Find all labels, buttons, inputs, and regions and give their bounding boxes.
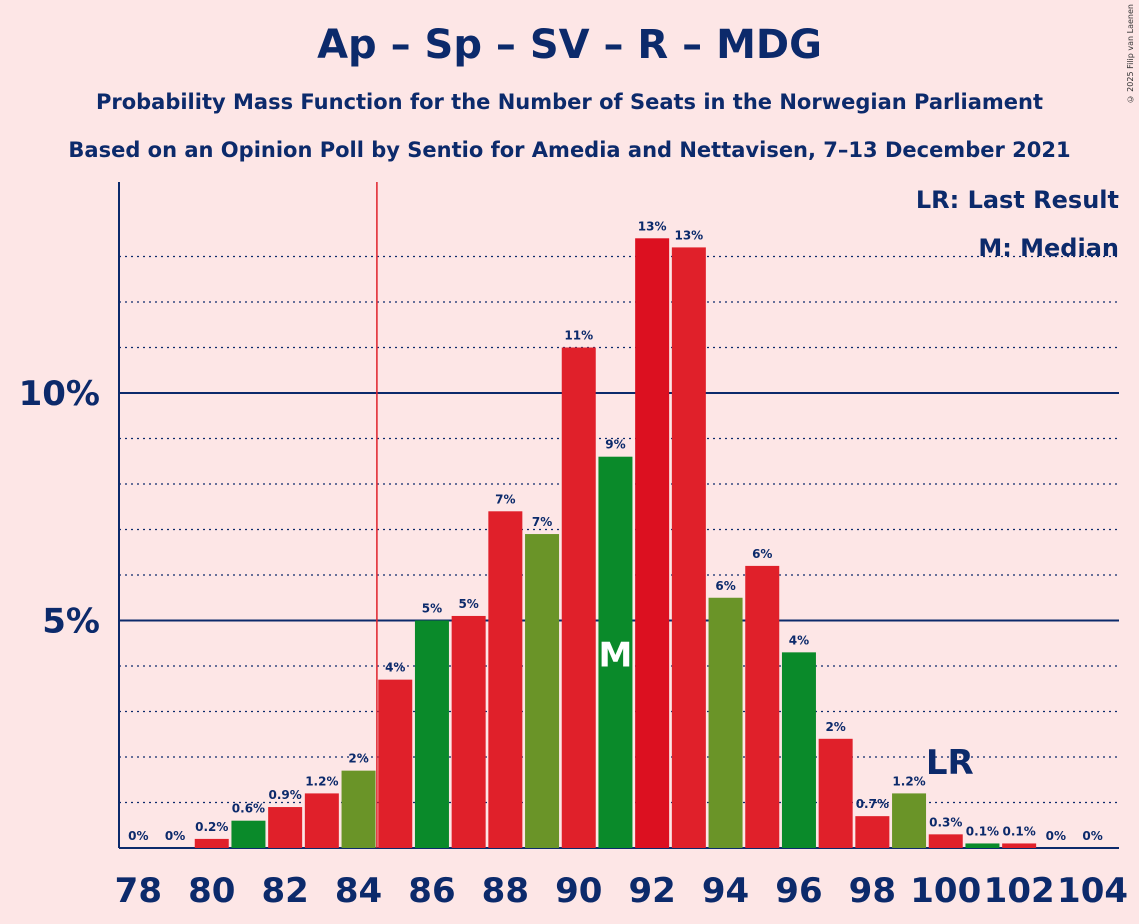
y-tick-label: 10% bbox=[19, 374, 100, 414]
x-tick-label: 96 bbox=[775, 871, 822, 911]
bar bbox=[341, 770, 376, 848]
bar bbox=[745, 565, 780, 848]
bar-value-label: 6% bbox=[715, 579, 735, 593]
bar bbox=[231, 820, 266, 848]
bar bbox=[892, 793, 927, 848]
x-tick-label: 82 bbox=[261, 871, 308, 911]
bar bbox=[818, 738, 853, 848]
bar bbox=[671, 247, 706, 848]
x-tick-label: 80 bbox=[188, 871, 235, 911]
bar-value-label: 5% bbox=[422, 602, 442, 616]
bar bbox=[635, 238, 670, 849]
chart-subtitle-2: Based on an Opinion Poll by Sentio for A… bbox=[68, 138, 1071, 162]
bar-value-label: 0.1% bbox=[966, 824, 999, 838]
bar-value-label: 0.1% bbox=[1003, 824, 1036, 838]
bar bbox=[525, 534, 560, 848]
median-marker: M bbox=[599, 636, 633, 676]
bar bbox=[965, 843, 1000, 848]
bar bbox=[268, 807, 303, 848]
bar bbox=[194, 838, 229, 848]
x-tick-label: 78 bbox=[115, 871, 162, 911]
bar-value-label: 2% bbox=[348, 752, 368, 766]
bar-value-label: 2% bbox=[825, 720, 845, 734]
bar-value-label: 1.2% bbox=[892, 774, 925, 788]
bar-value-label: 0.2% bbox=[195, 820, 228, 834]
bar bbox=[1002, 843, 1037, 848]
bar-value-label: 4% bbox=[385, 661, 405, 675]
x-tick-label: 98 bbox=[849, 871, 896, 911]
bar-value-label: 7% bbox=[532, 515, 552, 529]
bar bbox=[304, 793, 339, 848]
bar bbox=[928, 834, 963, 848]
x-tick-label: 102 bbox=[984, 871, 1055, 911]
x-tick-label: 94 bbox=[702, 871, 749, 911]
bar-value-label: 0% bbox=[1082, 829, 1102, 843]
y-tick-label: 5% bbox=[42, 602, 100, 642]
legend-last-result: LR: Last Result bbox=[915, 186, 1119, 214]
x-tick-label: 84 bbox=[335, 871, 382, 911]
bar bbox=[561, 347, 596, 848]
bar-value-label: 9% bbox=[605, 438, 625, 452]
last-result-marker: LR bbox=[926, 743, 974, 783]
chart-subtitle-1: Probability Mass Function for the Number… bbox=[95, 90, 1044, 114]
bar-value-label: 5% bbox=[458, 597, 478, 611]
bar bbox=[781, 652, 816, 848]
legend-median: M: Median bbox=[978, 234, 1119, 262]
bar-value-label: 0.9% bbox=[269, 788, 302, 802]
bar-value-label: 0% bbox=[128, 829, 148, 843]
x-tick-label: 92 bbox=[628, 871, 675, 911]
bar-value-label: 1.2% bbox=[305, 774, 338, 788]
x-tick-label: 90 bbox=[555, 871, 602, 911]
bar-value-label: 13% bbox=[638, 219, 667, 233]
x-tick-label: 104 bbox=[1057, 871, 1128, 911]
bar-value-label: 6% bbox=[752, 547, 772, 561]
bar-value-label: 4% bbox=[789, 633, 809, 647]
x-tick-label: 100 bbox=[910, 871, 981, 911]
bar bbox=[378, 679, 413, 848]
bar-value-label: 0.7% bbox=[856, 797, 889, 811]
bar-value-label: 0% bbox=[165, 829, 185, 843]
bar bbox=[855, 816, 890, 848]
bar-value-label: 0.3% bbox=[929, 815, 962, 829]
bar bbox=[451, 615, 486, 848]
bar-value-label: 11% bbox=[564, 329, 593, 343]
x-tick-label: 86 bbox=[408, 871, 455, 911]
bar bbox=[414, 620, 449, 848]
bar-value-label: 13% bbox=[674, 228, 703, 242]
bar-value-label: 7% bbox=[495, 492, 515, 506]
bar bbox=[488, 511, 523, 848]
bar-value-label: 0% bbox=[1046, 829, 1066, 843]
bar bbox=[708, 597, 743, 848]
chart-title: Ap – Sp – SV – R – MDG bbox=[317, 22, 822, 68]
x-tick-label: 88 bbox=[482, 871, 529, 911]
bar bbox=[598, 456, 633, 848]
bar-value-label: 0.6% bbox=[232, 802, 265, 816]
